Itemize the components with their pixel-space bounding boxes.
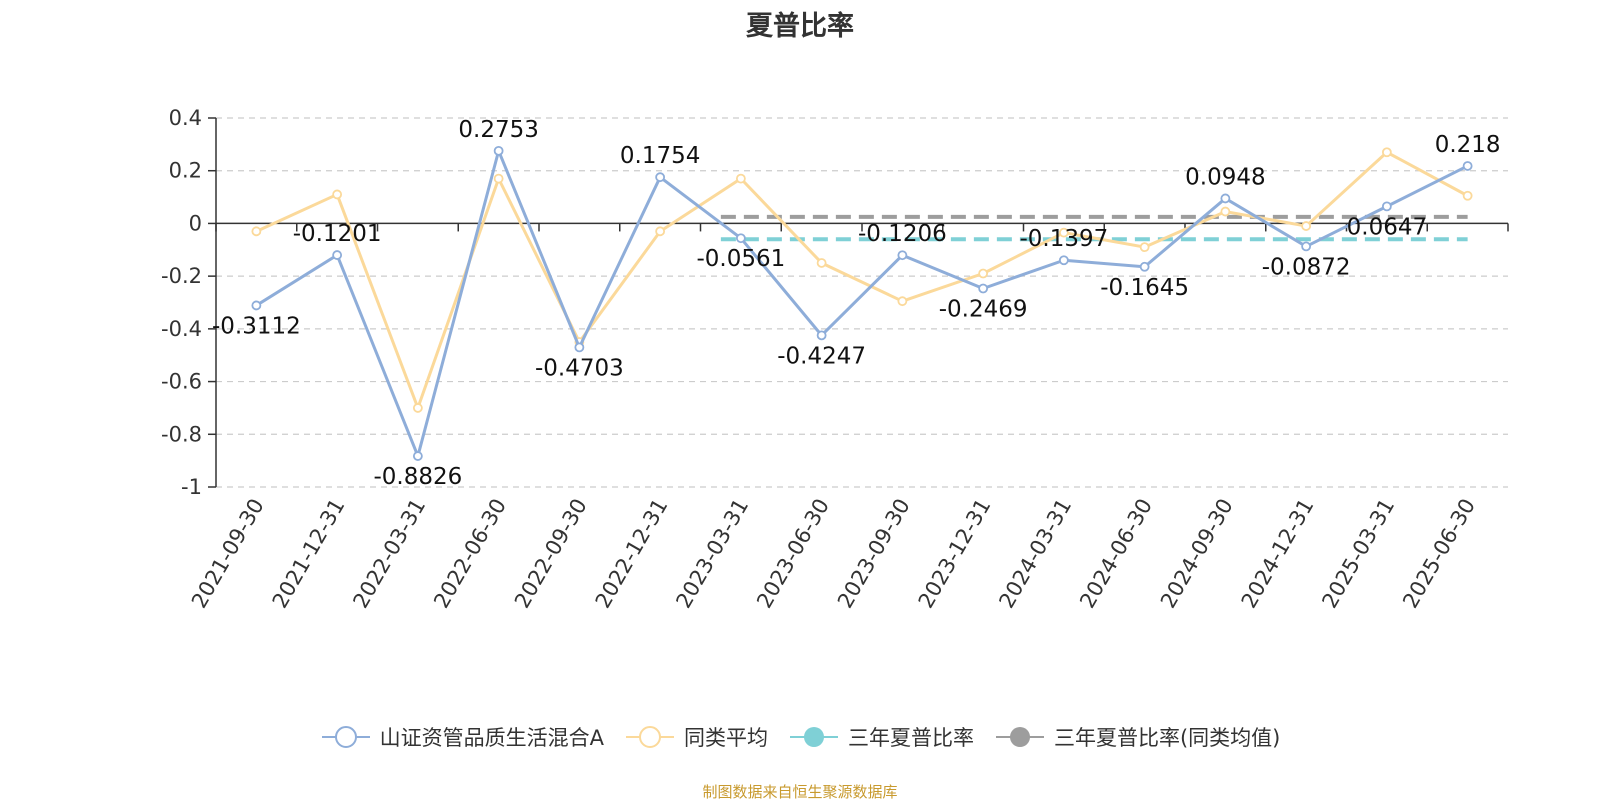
y-tick-label: -0.6 (161, 370, 202, 394)
y-tick-label: -1 (181, 475, 202, 499)
data-labels: -0.3112 -0.1201 -0.8826 0.2753 -0.4703 0.1754… (212, 117, 1501, 490)
peer-average-point (897, 296, 908, 307)
data-label: 0.0647 (1347, 214, 1427, 240)
peer-average-point (412, 403, 423, 413)
x-tick-label: 2023-03-31 (671, 495, 753, 613)
peer-average-point (1139, 242, 1150, 253)
gridlines (216, 117, 1508, 488)
fund-point (1301, 241, 1312, 252)
legend-label-three-year-sharpe: 三年夏普比率 (847, 726, 974, 750)
data-label: 0.1754 (620, 143, 700, 169)
data-label: -0.1206 (858, 221, 947, 247)
data-label: -0.1645 (1100, 275, 1189, 301)
peer-average-point (1301, 221, 1312, 231)
x-tick-label: 2023-12-31 (914, 495, 996, 613)
source-note: 制图数据来自恒生聚源数据库 (702, 783, 898, 801)
data-label: 0.2753 (458, 117, 538, 143)
peer-average-point (655, 226, 666, 237)
x-tick-label: 2024-03-31 (994, 495, 1076, 613)
fund-point (816, 330, 827, 341)
x-tick-label: 2025-03-31 (1317, 495, 1399, 613)
legend-item-fund[interactable]: 山证资管品质生活混合A (320, 722, 604, 752)
peer-average-line (255, 150, 1469, 410)
peer-average-point (816, 258, 827, 268)
x-tick-label: 2022-09-30 (510, 495, 592, 613)
data-label: -0.1397 (1019, 226, 1108, 252)
legend-marker-three-year-sharpe-peer-icon (995, 727, 1044, 747)
fund-point (1058, 255, 1069, 266)
legend-item-three-year-sharpe-peer[interactable]: 三年夏普比率(同类均值) (994, 722, 1280, 752)
data-label: -0.0561 (696, 246, 785, 272)
peer-average-point (332, 189, 343, 200)
peer-average-point (1381, 147, 1392, 158)
peer-average-point (251, 226, 262, 237)
legend-marker-peer-average-icon (625, 726, 674, 748)
y-tick-label: -0.8 (161, 422, 202, 446)
y-tick-label: 0 (189, 211, 202, 235)
peer-average-point (493, 173, 504, 184)
data-label: -0.2469 (939, 297, 1028, 323)
legend-marker-three-year-sharpe-icon (789, 727, 838, 747)
peer-average-point (1058, 227, 1069, 238)
fund-line (255, 149, 1469, 458)
data-label: -0.4247 (777, 343, 866, 369)
fund-point (1139, 261, 1150, 272)
series-lines (251, 145, 1473, 461)
x-tick-label: 2023-06-30 (752, 495, 834, 613)
x-tick-label: 2023-09-30 (833, 495, 915, 613)
legend-marker-fund-icon (321, 726, 370, 748)
x-tick-label: 2024-09-30 (1156, 495, 1238, 613)
chart-title: 夏普比率 (746, 11, 854, 42)
y-tick-label: -0.2 (161, 264, 202, 288)
legend-item-three-year-sharpe[interactable]: 三年夏普比率 (788, 722, 974, 752)
x-tick-label: 2024-12-31 (1237, 495, 1319, 613)
legend: 山证资管品质生活混合A 同类平均 三年夏普比率 三年夏普比率(同类均值) (0, 722, 1600, 752)
legend-label-three-year-sharpe-peer: 三年夏普比率(同类均值) (1053, 726, 1281, 750)
data-label: -0.3112 (212, 313, 301, 339)
peer-average-point (735, 173, 746, 184)
fund-point (655, 172, 666, 183)
y-tick-label: -0.4 (161, 317, 202, 341)
fund-point (735, 233, 746, 244)
fund-point (251, 300, 262, 311)
data-label: -0.1201 (293, 221, 382, 247)
fund-point (574, 342, 585, 353)
peer-average-point (978, 268, 989, 279)
fund-point (1220, 193, 1231, 204)
fund-point (1381, 201, 1392, 212)
fund-point (1462, 161, 1473, 171)
fund-point (897, 250, 908, 261)
x-tick-label: 2021-09-30 (187, 495, 269, 613)
fund-point (332, 250, 343, 260)
legend-label-peer-average: 同类平均 (683, 726, 768, 750)
fund-point (412, 451, 423, 461)
x-tick-label: 2025-06-30 (1398, 495, 1480, 613)
x-tick-label: 2024-06-30 (1075, 495, 1157, 613)
x-tick-label: 2022-03-31 (348, 495, 430, 613)
y-tick-label: 0.2 (169, 159, 202, 183)
line-chart: 0.4 0.2 0 -0.2 -0.4 -0.6 -0.8 -12021-09-302021-… (161, 106, 1509, 613)
legend-item-peer-average[interactable]: 同类平均 (624, 722, 768, 752)
x-tick-label: 2022-12-31 (591, 495, 673, 613)
data-label: 0.218 (1435, 132, 1501, 158)
fund-point (978, 283, 989, 294)
data-label: -0.0872 (1262, 254, 1351, 280)
fund-point (493, 145, 504, 156)
x-tick-label: 2021-12-31 (268, 495, 350, 613)
data-label: -0.4703 (535, 355, 624, 381)
x-tick-label: 2022-06-30 (429, 495, 511, 613)
peer-average-point (1220, 206, 1231, 217)
legend-label-fund: 山证资管品质生活混合A (379, 726, 604, 750)
data-label: -0.8826 (373, 464, 462, 490)
data-label: 0.0948 (1185, 164, 1265, 190)
peer-average-point (1462, 190, 1473, 201)
y-tick-label: 0.4 (169, 106, 202, 130)
